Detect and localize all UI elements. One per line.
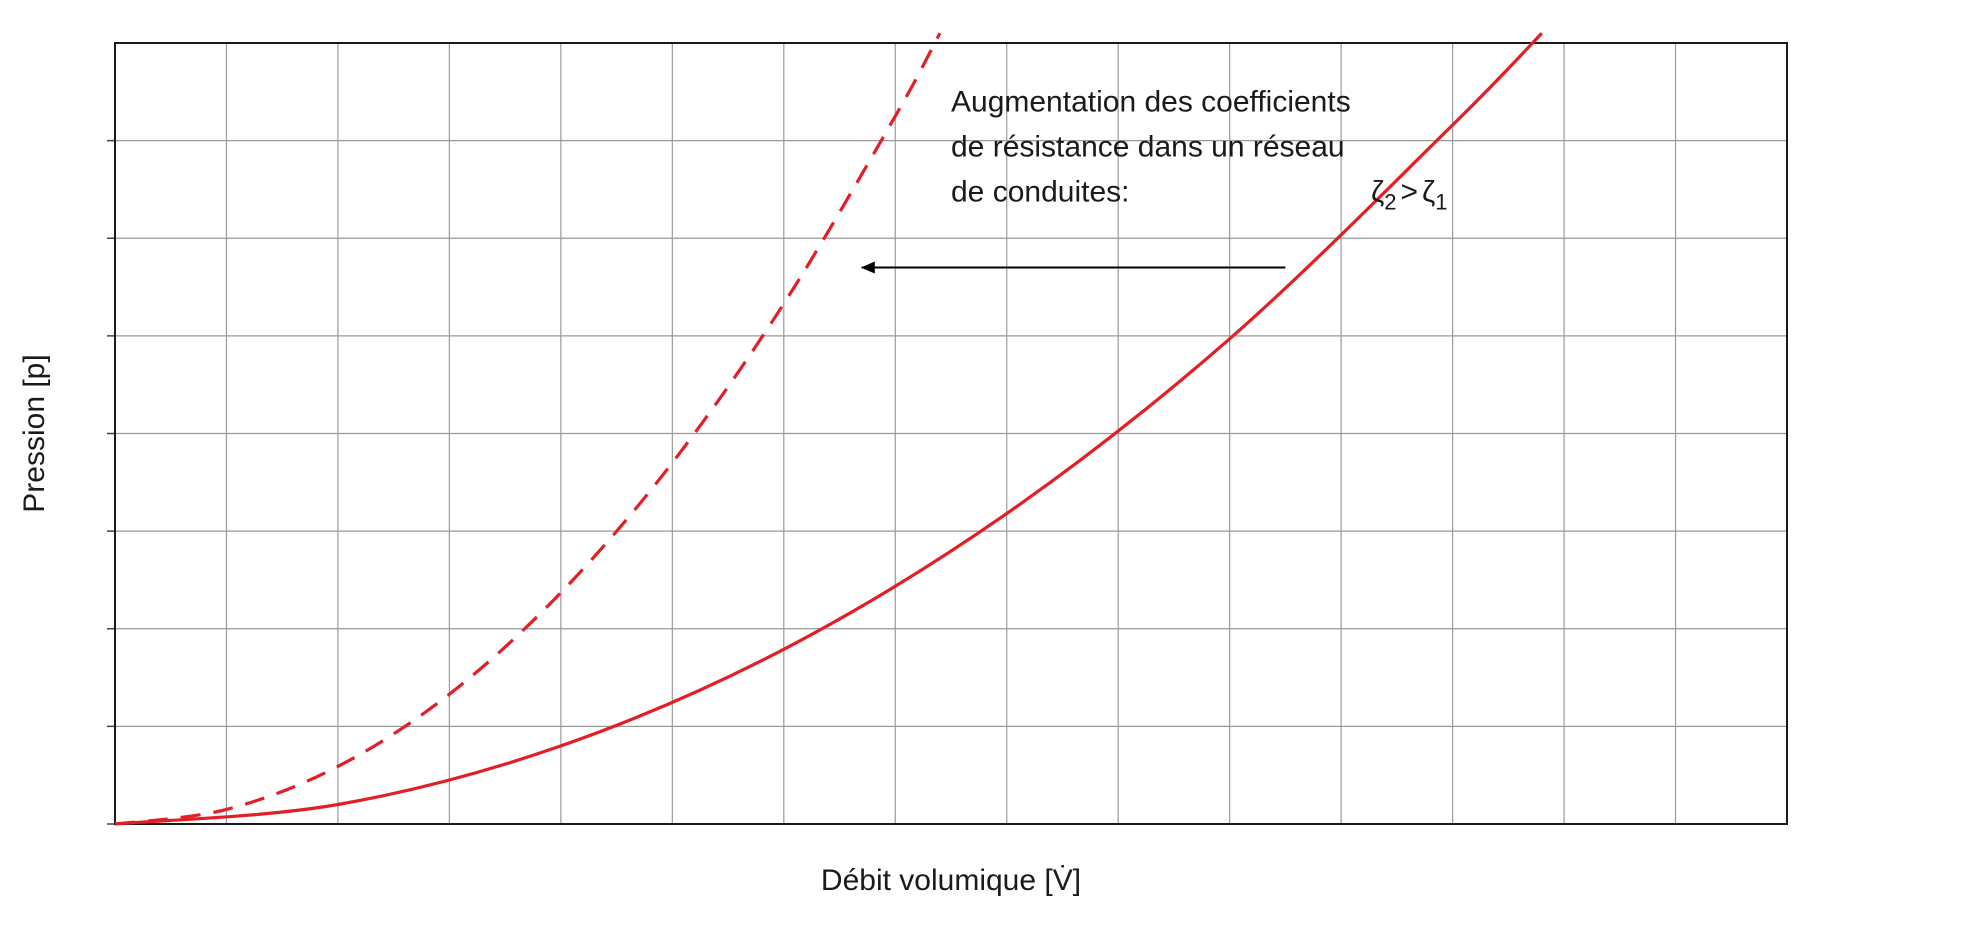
- annotation-line-3: de conduites:: [951, 175, 1129, 208]
- grid: [115, 43, 1787, 824]
- zeta-1: ζ: [1422, 175, 1435, 208]
- annotation-line-2: de résistance dans un réseau: [951, 130, 1345, 163]
- y-axis-label: Pression [p]: [18, 354, 51, 512]
- annotation-formula: ζ2 > ζ1: [1371, 175, 1448, 214]
- plot-frame: [114, 42, 1788, 825]
- zeta-2-subscript: 2: [1384, 189, 1396, 214]
- annotation-text: Augmentation des coefficients de résista…: [951, 85, 1359, 208]
- zeta-2: ζ: [1371, 175, 1384, 208]
- series-layer: [114, 32, 1543, 826]
- zeta-1-subscript: 1: [1435, 189, 1447, 214]
- series-line-solid: [114, 32, 1543, 826]
- y-axis-ticks: [107, 139, 115, 825]
- series-line-dashed: [114, 32, 942, 826]
- greater-than: >: [1400, 175, 1418, 208]
- annotation-line-1: Augmentation des coefficients: [951, 85, 1351, 118]
- x-axis-label: Débit volumique [V̇]: [821, 864, 1081, 897]
- annotation: Augmentation des coefficients de résista…: [860, 85, 1448, 274]
